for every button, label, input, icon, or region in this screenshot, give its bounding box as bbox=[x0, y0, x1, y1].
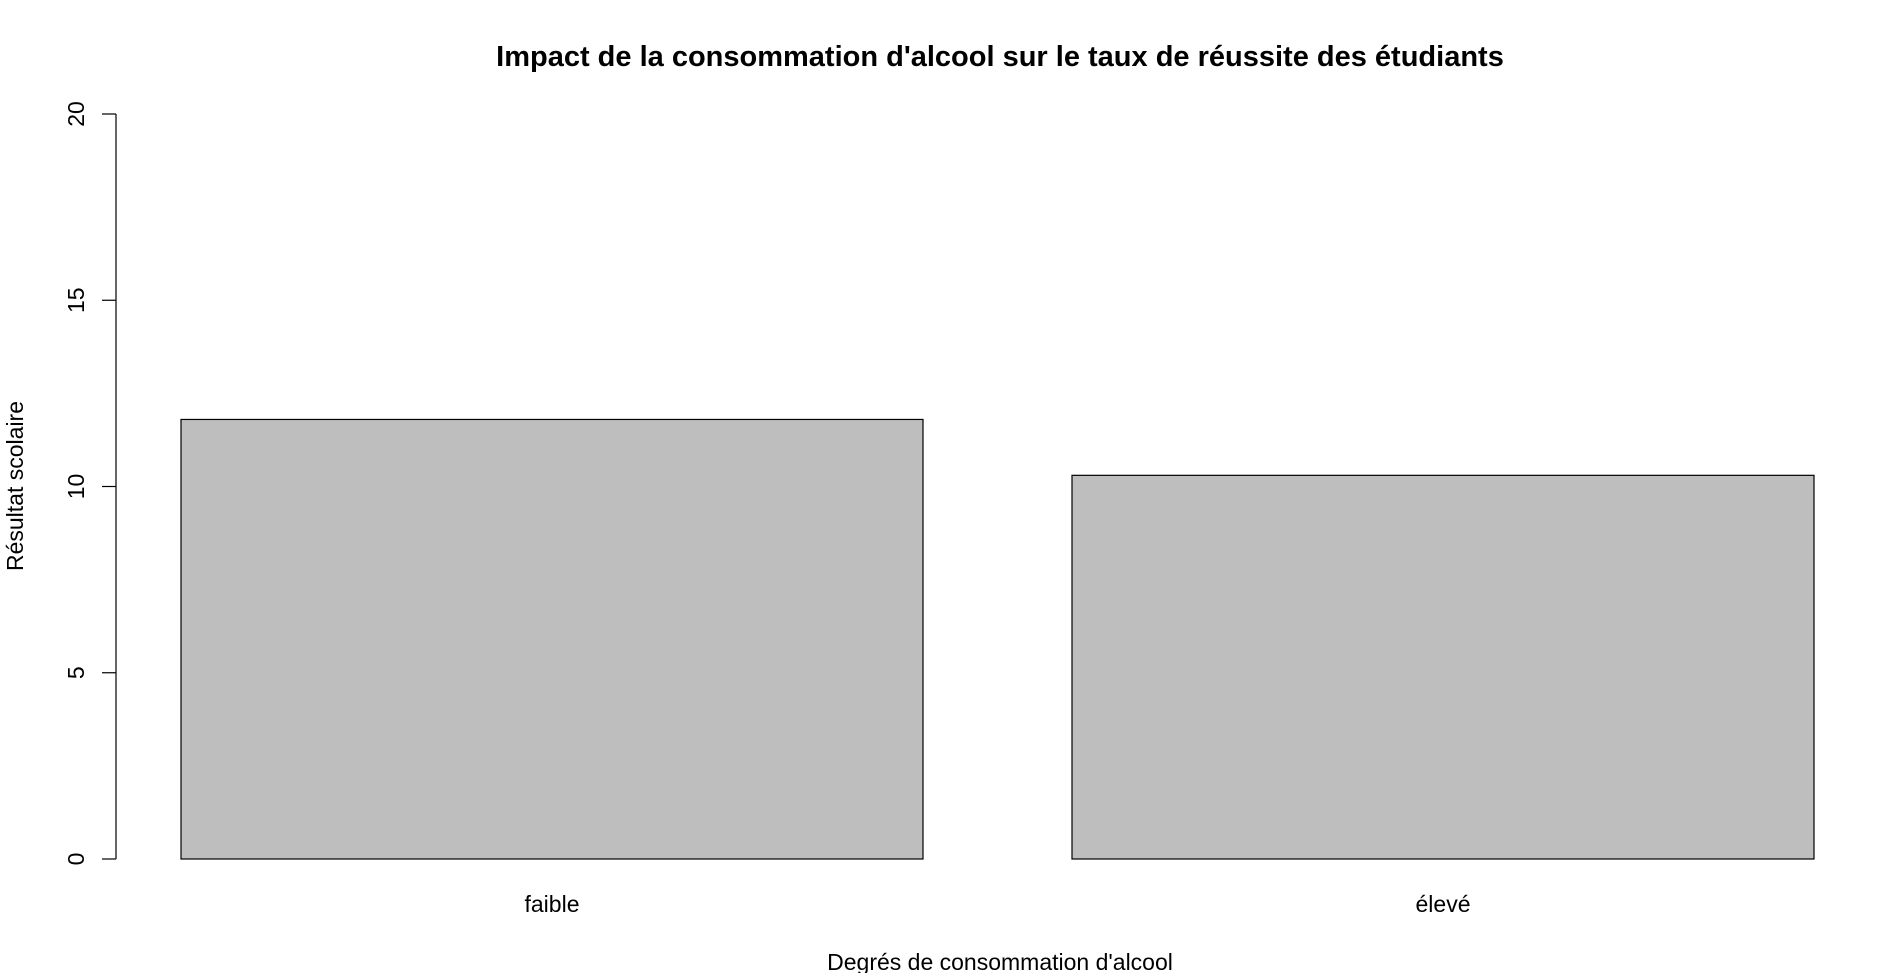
y-tick-label: 5 bbox=[63, 666, 89, 679]
chart-title: Impact de la consommation d'alcool sur l… bbox=[496, 41, 1504, 73]
x-tick-label: élevé bbox=[1416, 891, 1471, 917]
y-axis-label: Résultat scolaire bbox=[2, 401, 28, 571]
bars-group bbox=[180, 418, 1815, 860]
bar-1 bbox=[1071, 474, 1815, 860]
y-axis: 0 5 10 15 20 bbox=[63, 101, 117, 866]
y-tick-label: 0 bbox=[63, 853, 89, 866]
x-tick-labels: faible élevé bbox=[525, 891, 1471, 917]
x-tick-label: faible bbox=[525, 891, 580, 917]
x-axis-label: Degrés de consommation d'alcool bbox=[827, 949, 1173, 973]
y-tick-label: 15 bbox=[63, 287, 89, 313]
bar-0 bbox=[180, 418, 924, 860]
y-tick-label: 20 bbox=[63, 101, 89, 127]
y-tick-label: 10 bbox=[63, 474, 89, 500]
